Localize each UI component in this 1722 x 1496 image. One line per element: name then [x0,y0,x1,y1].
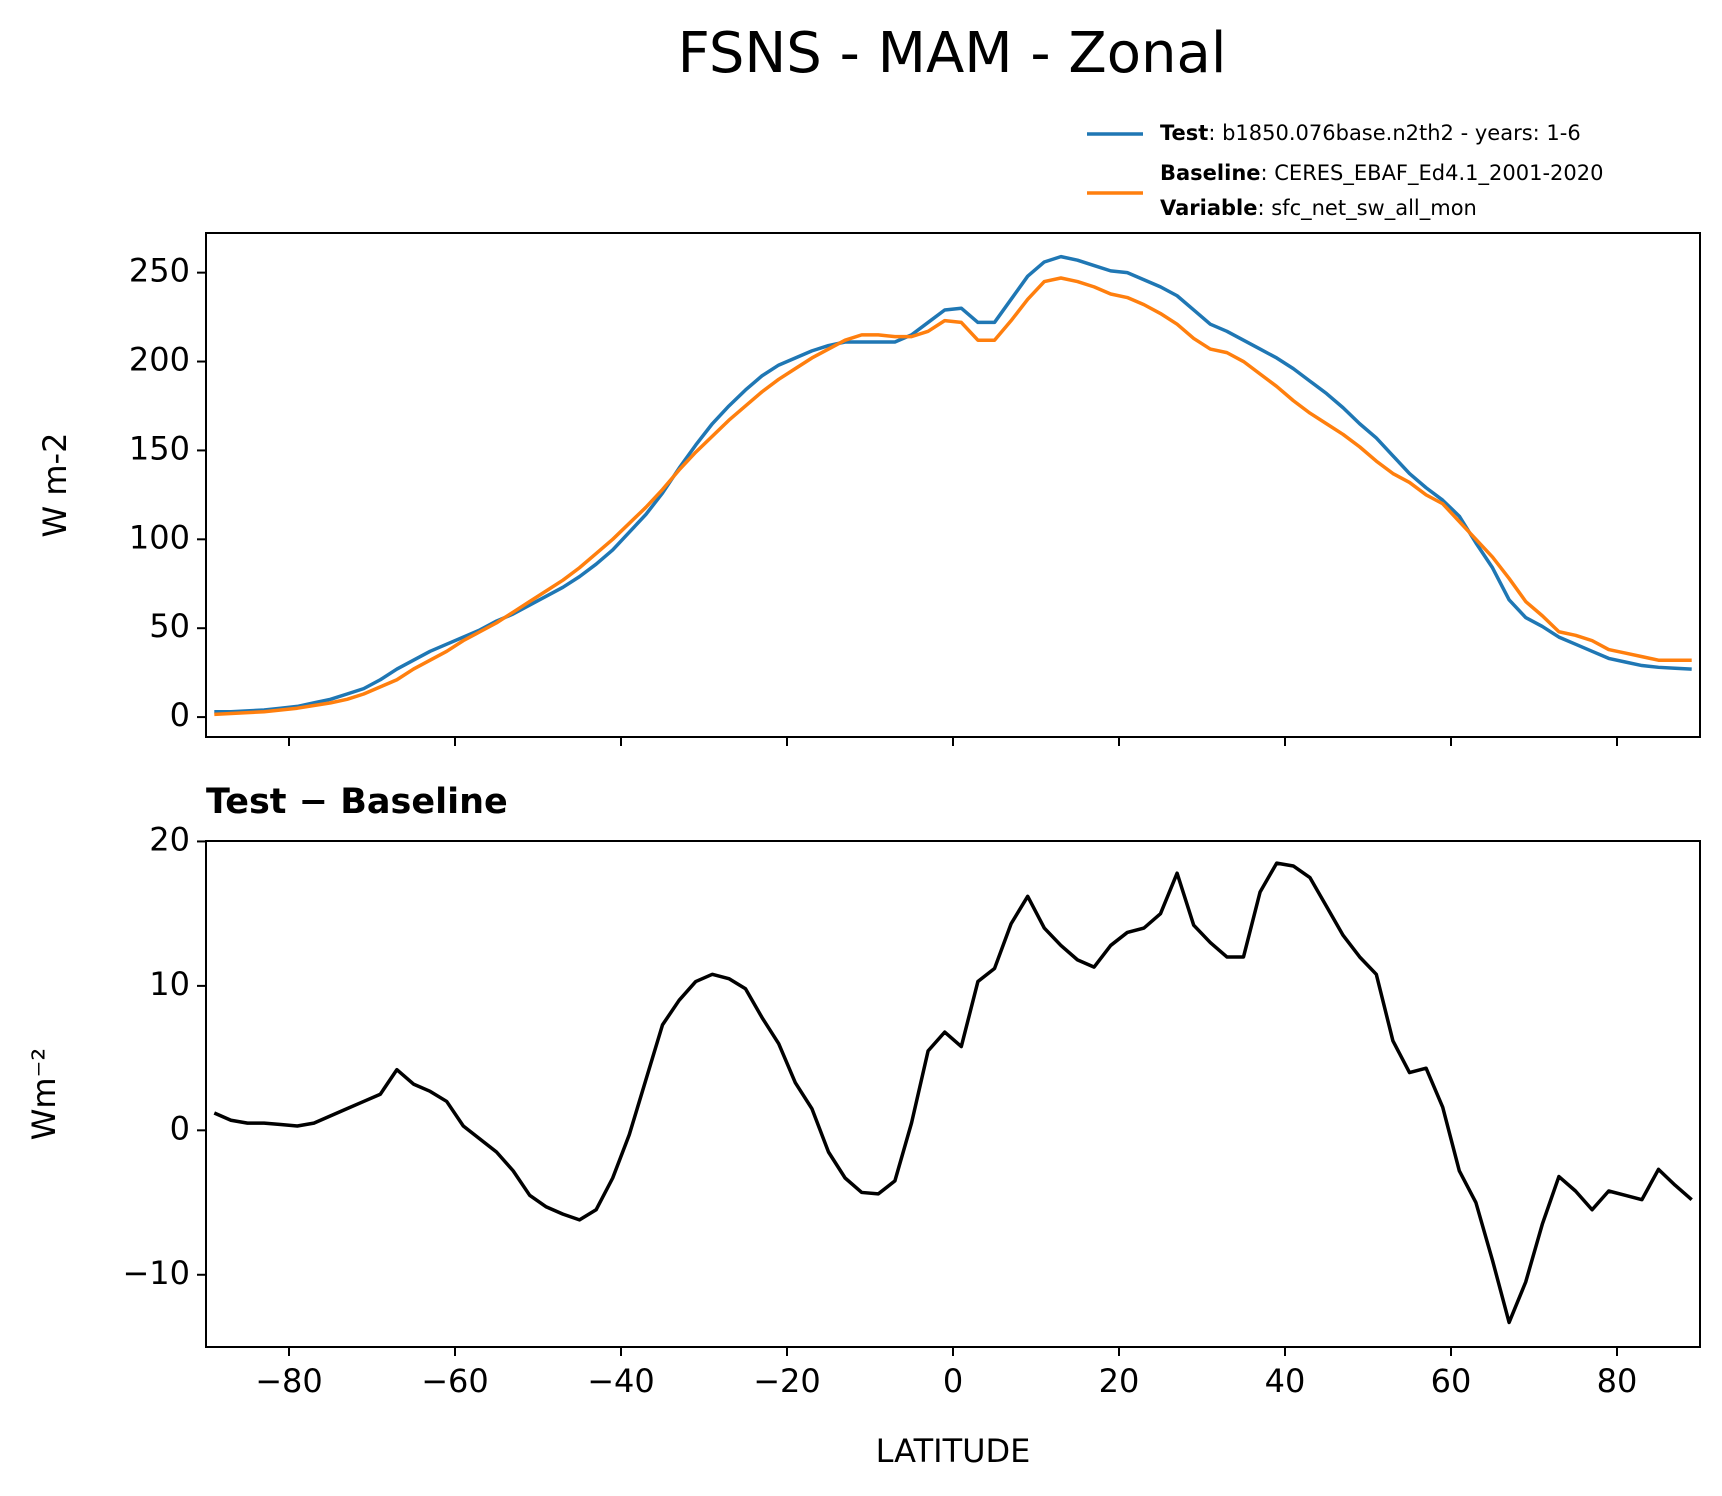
y-tick-label: 50 [149,607,190,645]
legend-name: Baseline [1160,161,1261,185]
x-tick-label: 60 [1431,1362,1472,1400]
x-tick-label: −20 [753,1362,821,1400]
y-tick-label: 150 [129,429,190,467]
x-tick-label: −40 [587,1362,655,1400]
x-tick-label: 80 [1597,1362,1638,1400]
subtitle: Test − Baseline [206,782,508,822]
x-tick-label: 0 [943,1362,963,1400]
y-tick-label: 0 [170,1109,190,1147]
x-tick-label: −60 [421,1362,489,1400]
legend-name: Variable [1160,196,1257,220]
y-tick-label: 20 [149,820,190,858]
legend-description: : CERES_EBAF_Ed4.1_2001-2020 [1261,161,1604,186]
legend-entry: Test: b1850.076base.n2th2 - years: 1-6 [1160,121,1581,145]
data-line [213,861,1693,1325]
legend-name: Test [1160,121,1208,145]
y-tick-label: 200 [129,341,190,379]
legend-description: : b1850.076base.n2th2 - years: 1-6 [1208,121,1580,145]
axes-frame [205,840,1701,1348]
axes-frame [205,232,1701,738]
x-tick-label: 40 [1265,1362,1306,1400]
y-tick-label: 100 [129,518,190,556]
legend-description: : sfc_net_sw_all_mon [1257,196,1476,221]
x-tick-label: 20 [1099,1362,1140,1400]
x-tick-label: −80 [255,1362,323,1400]
y-tick-label: 250 [129,252,190,290]
legend-entry: Baseline: CERES_EBAF_Ed4.1_2001-2020 [1160,161,1603,186]
x-axis-label: LATITUDE [876,1432,1031,1470]
chart-title: FSNS - MAM - Zonal [678,21,1227,86]
data-line [214,276,1692,717]
y-tick-label: 10 [149,965,190,1003]
y-tick-label: −10 [122,1254,190,1292]
data-line [214,254,1692,714]
legend-variable: Variable: sfc_net_sw_all_mon [1160,196,1477,221]
y-tick-label: 0 [170,696,190,734]
y-axis-label: Wm⁻² [25,1048,63,1141]
y-axis-label: W m-2 [36,433,74,538]
